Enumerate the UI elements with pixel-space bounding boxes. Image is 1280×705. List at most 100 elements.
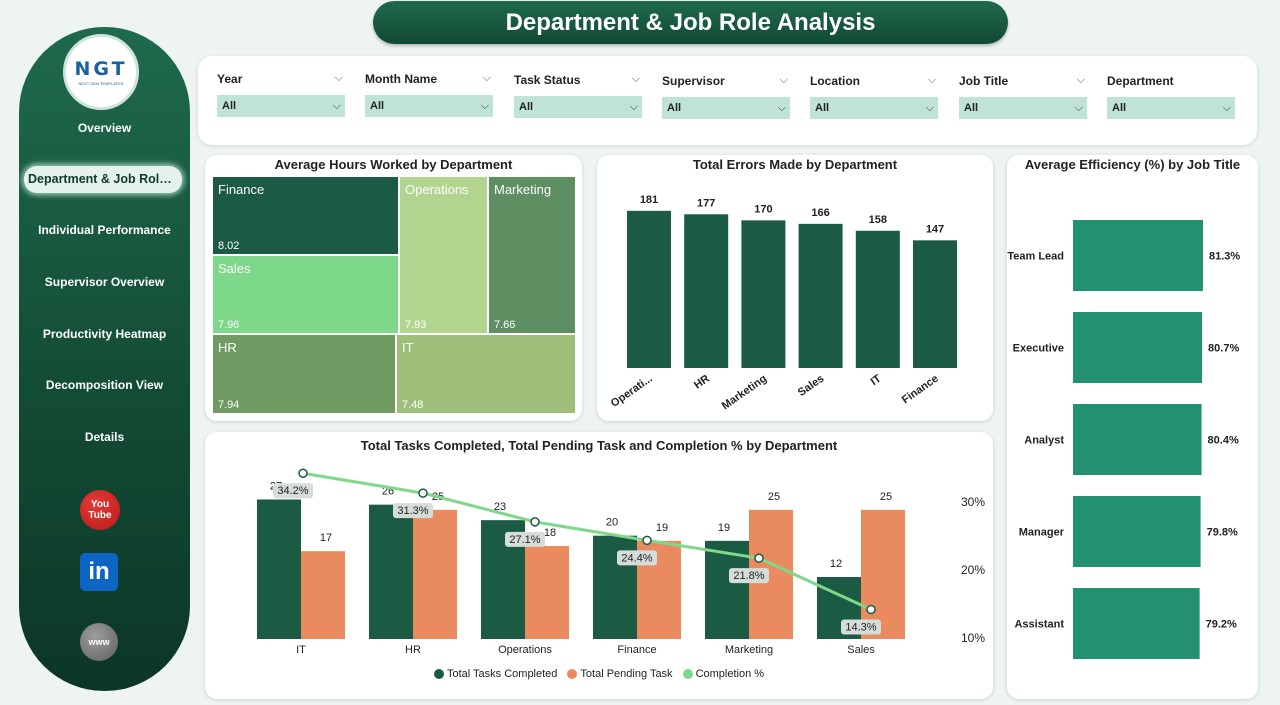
- tasks-x-tick: Finance: [617, 644, 656, 656]
- error-bar[interactable]: [627, 210, 671, 368]
- linkedin-icon[interactable]: in: [80, 553, 118, 591]
- select-value: All: [519, 101, 534, 113]
- nav-decomposition-view[interactable]: Decomposition View: [45, 378, 164, 392]
- pending-bar-label: 19: [656, 522, 668, 534]
- legend-label: Total Pending Task: [580, 668, 673, 680]
- treemap: Finance 8.02 Operations 7.93 Marketing 7.66 Sa…: [212, 176, 576, 414]
- completion-label: 27.1%: [509, 534, 540, 546]
- completion-line[interactable]: [302, 471, 872, 611]
- efficiency-bar-label: 79.2%: [1206, 619, 1237, 631]
- chevron-down-icon: ⌵: [629, 100, 638, 113]
- errors-chart-card: Total Errors Made by Department 181 Opera…: [597, 155, 993, 421]
- year-select[interactable]: All ⌵: [217, 95, 345, 117]
- treemap-tile-sales[interactable]: Sales 7.96: [212, 255, 399, 334]
- chevron-down-icon[interactable]: ⌵: [1076, 74, 1085, 86]
- job-title-select[interactable]: All ⌵: [959, 97, 1087, 119]
- error-bar[interactable]: [741, 220, 786, 368]
- efficiency-bar[interactable]: [1073, 496, 1201, 567]
- chevron-down-icon[interactable]: ⌵: [482, 72, 491, 84]
- error-bar-label: 177: [697, 197, 715, 209]
- tasks-x-tick: Operations: [498, 644, 552, 656]
- legend-item[interactable]: Completion %: [682, 668, 765, 680]
- youtube-icon[interactable]: You Tube: [80, 490, 120, 530]
- error-bar[interactable]: [855, 230, 900, 368]
- legend-dot: [567, 669, 578, 679]
- chevron-down-icon[interactable]: ⌵: [927, 74, 936, 86]
- select-value: All: [964, 102, 979, 114]
- completed-bar[interactable]: [369, 504, 413, 639]
- legend-label: Completion %: [695, 668, 765, 680]
- chevron-down-icon[interactable]: ⌵: [631, 73, 640, 85]
- completion-label-bg: [729, 568, 769, 584]
- month-name-select[interactable]: All ⌵: [365, 95, 493, 117]
- completion-point[interactable]: [530, 517, 540, 527]
- efficiency-y-tick: Executive: [1013, 343, 1064, 355]
- location-select[interactable]: All ⌵: [810, 97, 938, 119]
- nav-department-job-role-analysis[interactable]: Department & Job Role Analysis: [24, 166, 182, 193]
- pending-bar-label: 25: [880, 491, 892, 503]
- nav-supervisor-overview[interactable]: Supervisor Overview: [44, 275, 165, 289]
- completion-point[interactable]: [298, 468, 308, 478]
- treemap-tile-finance[interactable]: Finance 8.02: [212, 176, 399, 255]
- completed-bar-label: 19: [718, 522, 730, 534]
- filter-month-name: Month Name ⌵ All ⌵: [365, 72, 493, 117]
- error-bar[interactable]: [684, 214, 729, 368]
- nav-individual-performance[interactable]: Individual Performance: [38, 223, 171, 237]
- select-value: All: [1112, 102, 1127, 114]
- error-x-tick: Sales: [796, 373, 826, 399]
- treemap-tile-it[interactable]: IT 7.48: [396, 334, 576, 414]
- efficiency-chart-title: Average Efficiency (%) by Job Title: [1024, 157, 1241, 172]
- nav-overview[interactable]: Overview: [77, 121, 132, 135]
- task-status-select[interactable]: All ⌵: [514, 96, 642, 118]
- completed-bar[interactable]: [257, 499, 301, 640]
- completion-point[interactable]: [642, 535, 652, 546]
- error-bar[interactable]: [798, 223, 843, 368]
- tile-label: Operations: [405, 182, 469, 197]
- legend-item[interactable]: Total Tasks Completed: [433, 668, 557, 680]
- efficiency-y-tick: Analyst: [1024, 435, 1064, 447]
- efficiency-bar-label: 80.7%: [1208, 343, 1239, 355]
- completed-bar[interactable]: [705, 540, 749, 639]
- pending-bar-label: 17: [320, 532, 332, 544]
- chevron-down-icon[interactable]: ⌵: [334, 72, 343, 84]
- select-value: All: [667, 102, 682, 114]
- tile-value: 7.48: [402, 399, 424, 411]
- web-icon[interactable]: www: [80, 623, 118, 661]
- supervisor-select[interactable]: All ⌵: [662, 97, 790, 119]
- efficiency-y-tick: Assistant: [1014, 619, 1064, 631]
- legend-item[interactable]: Total Pending Task: [567, 668, 673, 680]
- efficiency-bar[interactable]: [1073, 588, 1200, 659]
- chevron-down-icon[interactable]: ⌵: [779, 74, 788, 86]
- logo-subtext: NEXT GEN TEMPLATES: [78, 81, 124, 86]
- completion-label: 21.8%: [733, 570, 764, 582]
- efficiency-chart: Team Lead 81.3% Executive 80.7% Analyst 80.4%…: [1007, 220, 1240, 659]
- treemap-tile-hr[interactable]: HR 7.94: [212, 334, 396, 414]
- pending-bar[interactable]: [861, 509, 905, 639]
- efficiency-bar[interactable]: [1073, 404, 1202, 475]
- department-select[interactable]: All ⌵: [1107, 97, 1235, 119]
- treemap-tile-operations[interactable]: Operations 7.93: [399, 176, 488, 334]
- error-bar[interactable]: [913, 240, 957, 368]
- efficiency-bar[interactable]: [1073, 220, 1203, 291]
- nav-productivity-heatmap[interactable]: Productivity Heatmap: [42, 327, 167, 341]
- filter-label: Supervisor: [662, 74, 725, 88]
- filter-task-status: Task Status ⌵ All ⌵: [514, 73, 642, 118]
- tasks-x-tick: IT: [296, 644, 306, 656]
- chevron-down-icon: ⌵: [925, 101, 934, 114]
- tasks-legend: Total Tasks Completed Total Pending Task…: [205, 668, 993, 680]
- select-value: All: [222, 100, 237, 112]
- pending-bar[interactable]: [413, 509, 457, 639]
- completion-point[interactable]: [866, 604, 876, 615]
- pending-bar[interactable]: [301, 551, 345, 639]
- nav-details[interactable]: Details: [84, 430, 125, 444]
- pending-bar[interactable]: [525, 546, 569, 639]
- completion-point[interactable]: [418, 488, 428, 498]
- completion-point[interactable]: [754, 553, 764, 563]
- error-x-tick: Marketing: [720, 373, 769, 413]
- treemap-tile-marketing[interactable]: Marketing 7.66: [488, 176, 576, 334]
- efficiency-bar-label: 81.3%: [1209, 251, 1240, 263]
- completed-bar-label: 12: [830, 558, 842, 570]
- errors-chart-title: Total Errors Made by Department: [692, 157, 898, 172]
- efficiency-bar[interactable]: [1073, 312, 1203, 383]
- tasks-chart-card: Total Tasks Completed, Total Pending Tas…: [205, 432, 993, 699]
